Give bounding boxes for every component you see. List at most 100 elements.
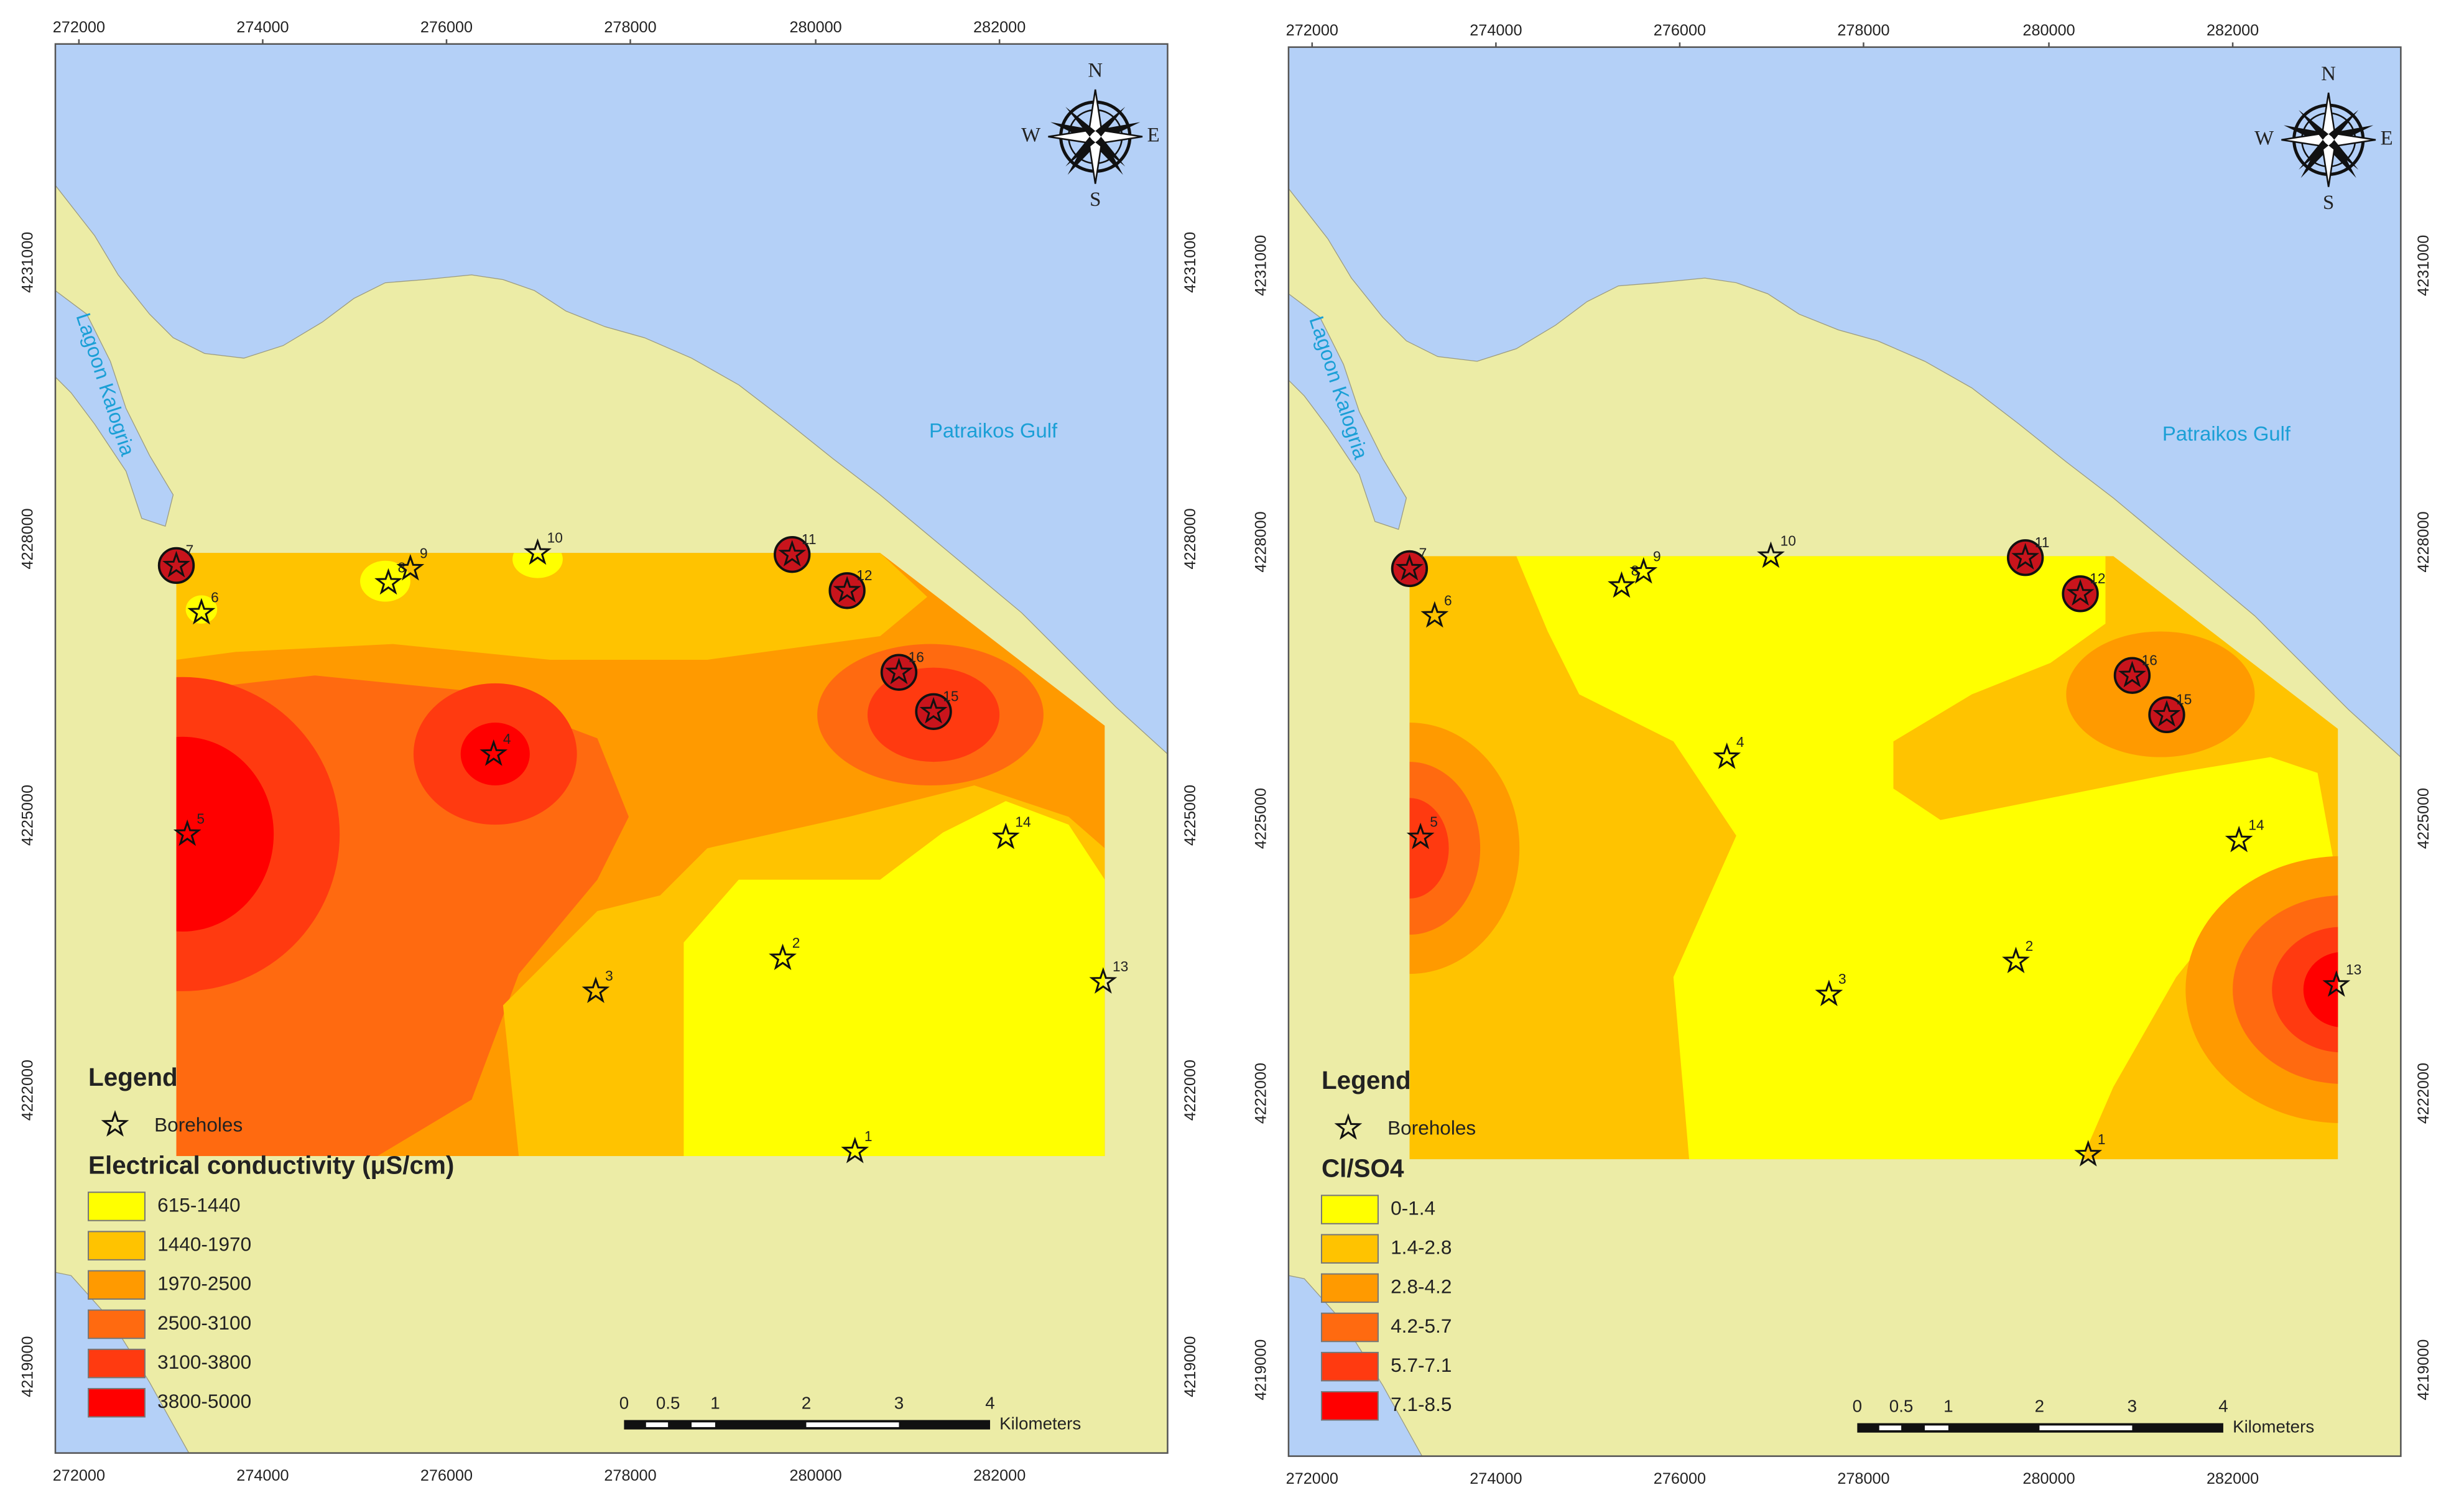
- scale-label: 0: [619, 1394, 629, 1413]
- map-panel: 272000 272000 274000 274000 276000 276000 2780…: [19, 19, 1199, 1484]
- x-tick-label: 276000: [420, 19, 473, 36]
- x-tick-label: 274000: [1470, 22, 1522, 39]
- borehole-label: 2: [792, 935, 800, 951]
- legend-label: 4.2-5.7: [1391, 1315, 1452, 1337]
- borehole-label: 7: [186, 542, 194, 558]
- borehole-highlight: [774, 536, 811, 573]
- map-body: [55, 44, 1168, 1453]
- borehole: [1608, 571, 1636, 598]
- borehole-label: 10: [1781, 532, 1796, 548]
- scale-segment: [2039, 1425, 2133, 1430]
- zone: [2233, 895, 2338, 1084]
- zone: [2303, 951, 2338, 1028]
- borehole: [524, 538, 552, 565]
- compass-star: [1065, 106, 1126, 167]
- borehole-label: 9: [1653, 548, 1661, 565]
- frame: [1287, 46, 2402, 1457]
- borehole: [769, 943, 797, 970]
- borehole: [841, 1137, 869, 1163]
- borehole-label: 4: [1736, 734, 1744, 750]
- borehole-highlight: [880, 654, 918, 691]
- borehole: [2002, 946, 2030, 974]
- zone: [512, 553, 563, 578]
- borehole-label: 3: [605, 968, 613, 984]
- zone: [1409, 722, 1520, 974]
- zone: [1516, 556, 2333, 1160]
- y-tick-label: 4228000: [2415, 511, 2432, 572]
- compass-star: [2281, 92, 2376, 187]
- y-tick-label: 4219000: [1253, 1339, 1270, 1400]
- map-panel: 272000 272000 274000 274000 276000 276000 2780…: [1253, 22, 2432, 1487]
- legend-label: 2500-3100: [157, 1311, 251, 1334]
- legend-label: 1.4-2.8: [1391, 1236, 1452, 1259]
- y-tick-label: 4231000: [19, 232, 37, 293]
- borehole-label: 10: [547, 529, 563, 545]
- y-tick-label: 4219000: [19, 1336, 37, 1397]
- scale-label: 1: [1943, 1397, 1953, 1416]
- frame: [54, 43, 1169, 1454]
- lagoon: [55, 290, 174, 527]
- y-tick-label: 4231000: [2415, 235, 2432, 296]
- x-tick-label: 282000: [973, 1467, 1026, 1484]
- legend-variable: Cl/SO4: [1322, 1154, 1404, 1183]
- legend-variable: Electrical conductivity (μS/cm): [88, 1151, 454, 1180]
- x-tick-label: 276000: [1654, 1470, 1706, 1487]
- y-tick-label: 4228000: [1182, 508, 1199, 569]
- x-tick-label: 274000: [236, 19, 289, 36]
- compass-s: S: [2323, 192, 2334, 214]
- zone: [460, 722, 530, 786]
- scale-label: 4: [2218, 1397, 2228, 1416]
- scale-label: 3: [2128, 1397, 2137, 1416]
- x-tick-label: 278000: [1837, 1470, 1889, 1487]
- borehole: [1815, 979, 1843, 1007]
- borehole: [1713, 742, 1741, 769]
- borehole: [173, 819, 201, 846]
- legend-item: Boreholes: [1387, 1117, 1476, 1139]
- legend-swatch: [88, 1388, 146, 1418]
- x-tick-label: 272000: [53, 19, 105, 36]
- borehole: [885, 657, 913, 685]
- y-tick-label: 4222000: [1182, 1060, 1199, 1121]
- x-tick-label: 282000: [2207, 1470, 2259, 1487]
- scale-segment: [806, 1422, 899, 1427]
- borehole: [2152, 700, 2181, 727]
- compass-star: [2299, 109, 2359, 170]
- x-tick-label: 278000: [604, 19, 656, 36]
- scale-label: 0.5: [1889, 1397, 1914, 1416]
- borehole-label: 1: [864, 1128, 873, 1144]
- legend-swatch: [1320, 1195, 1379, 1224]
- scale-label: 1: [710, 1394, 720, 1413]
- y-tick-label: 4228000: [1253, 511, 1270, 572]
- borehole-label: 12: [856, 567, 872, 583]
- y-tick-label: 4219000: [1182, 1336, 1199, 1397]
- borehole-label: 3: [1838, 971, 1846, 987]
- borehole-label: 15: [2176, 692, 2192, 708]
- compass-s: S: [1090, 188, 1101, 211]
- borehole-highlight: [2062, 575, 2099, 613]
- zone: [176, 736, 274, 932]
- x-tick-label: 276000: [420, 1467, 473, 1484]
- y-tick-label: 4222000: [2415, 1063, 2432, 1124]
- borehole-label: 16: [909, 649, 924, 665]
- compass-n: N: [2321, 63, 2336, 85]
- legend-label: 3800-5000: [157, 1390, 251, 1412]
- y-tick-label: 4231000: [1253, 235, 1270, 296]
- y-tick-label: 4228000: [19, 508, 37, 569]
- borehole: [1757, 541, 1785, 568]
- y-tick-label: 4225000: [1182, 785, 1199, 846]
- legend-label: 2.8-4.2: [1391, 1275, 1452, 1298]
- borehole-highlight: [1391, 550, 1429, 588]
- borehole-label: 14: [1015, 814, 1031, 830]
- y-tick-label: 4225000: [19, 785, 37, 846]
- x-tick-label: 276000: [1654, 22, 1706, 39]
- borehole: [778, 540, 807, 567]
- scale-label: 0.5: [656, 1394, 680, 1413]
- borehole-highlight: [2148, 696, 2185, 734]
- borehole: [2118, 660, 2146, 688]
- x-tick-label: 282000: [973, 19, 1026, 36]
- borehole-label: 9: [420, 545, 428, 562]
- borehole: [396, 553, 425, 581]
- borehole: [374, 568, 402, 595]
